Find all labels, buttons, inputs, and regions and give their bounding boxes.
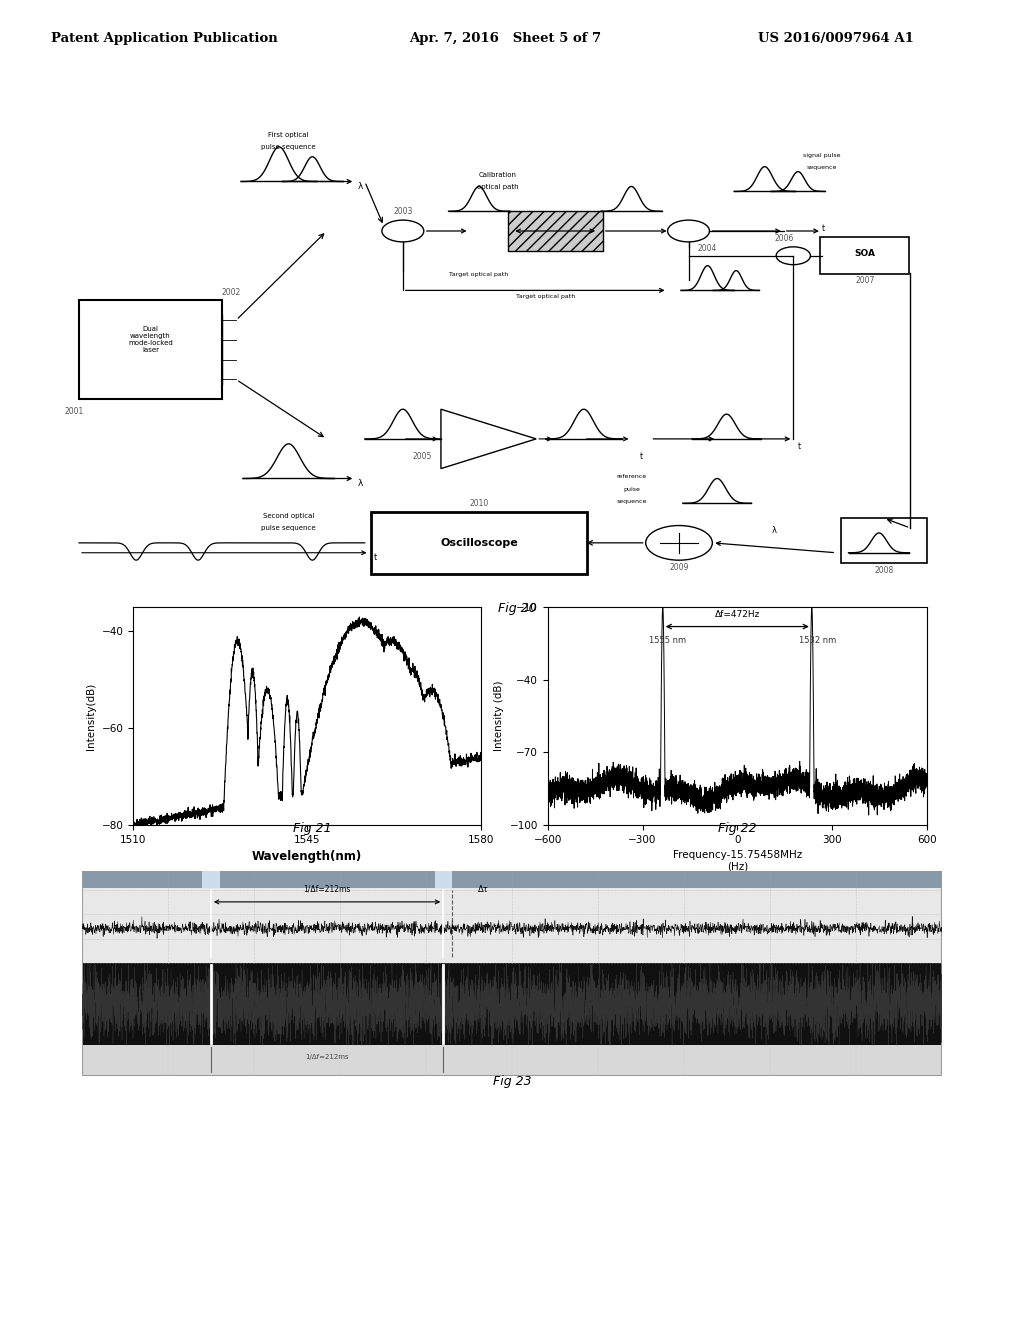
- Text: Fig 21: Fig 21: [293, 821, 332, 834]
- Text: Calibration: Calibration: [479, 172, 517, 178]
- Text: Δf=472Hz: Δf=472Hz: [715, 610, 760, 619]
- Text: Oscilloscope: Oscilloscope: [440, 537, 518, 548]
- Text: Fig 23: Fig 23: [493, 1074, 531, 1088]
- Text: sequence: sequence: [616, 499, 646, 504]
- X-axis label: Wavelength(nm): Wavelength(nm): [252, 850, 362, 863]
- Text: Target optical path: Target optical path: [450, 272, 509, 277]
- Bar: [79, 300, 222, 399]
- Text: sequence: sequence: [807, 165, 837, 170]
- Bar: [508, 211, 603, 251]
- Text: 2003: 2003: [393, 207, 413, 215]
- Text: λ: λ: [357, 182, 362, 191]
- Y-axis label: Intensity (dB): Intensity (dB): [495, 681, 504, 751]
- Text: 2007: 2007: [855, 276, 874, 285]
- Text: optical path: optical path: [477, 183, 519, 190]
- Text: Δτ: Δτ: [477, 884, 488, 894]
- Text: Fig 20: Fig 20: [498, 602, 537, 615]
- Text: signal pulse: signal pulse: [803, 153, 841, 158]
- FancyBboxPatch shape: [372, 512, 587, 574]
- Text: US 2016/0097964 A1: US 2016/0097964 A1: [758, 32, 913, 45]
- Text: 2009: 2009: [670, 564, 689, 572]
- FancyBboxPatch shape: [820, 238, 909, 275]
- Text: Apr. 7, 2016   Sheet 5 of 7: Apr. 7, 2016 Sheet 5 of 7: [410, 32, 602, 45]
- Text: 2004: 2004: [698, 244, 717, 253]
- Text: t: t: [375, 553, 378, 562]
- Text: λ: λ: [772, 525, 777, 535]
- Text: 1/Δf=212ms: 1/Δf=212ms: [305, 1055, 349, 1060]
- Text: Fig 22: Fig 22: [718, 821, 757, 834]
- Text: pulse: pulse: [623, 487, 640, 492]
- Text: 1555 nm: 1555 nm: [649, 636, 686, 645]
- Text: 2002: 2002: [222, 288, 241, 297]
- Text: pulse sequence: pulse sequence: [261, 525, 315, 532]
- Text: Patent Application Publication: Patent Application Publication: [51, 32, 278, 45]
- Bar: [82, 871, 942, 964]
- Text: 2010: 2010: [469, 499, 488, 508]
- Text: First optical: First optical: [268, 132, 309, 139]
- Text: λ: λ: [357, 479, 362, 488]
- Bar: [82, 964, 942, 1045]
- Text: t: t: [822, 224, 825, 234]
- Text: Dual
wavelength
mode-locked
laser: Dual wavelength mode-locked laser: [128, 326, 173, 354]
- Text: 2001: 2001: [65, 407, 84, 416]
- Text: 1532 nm: 1532 nm: [799, 636, 837, 645]
- Text: Target optical path: Target optical path: [516, 294, 575, 298]
- Bar: [82, 1045, 942, 1076]
- Text: t: t: [639, 451, 642, 461]
- X-axis label: Frequency-15.75458MHz
(Hz): Frequency-15.75458MHz (Hz): [673, 850, 802, 873]
- Bar: [82, 871, 942, 887]
- Bar: [434, 871, 452, 887]
- Y-axis label: Intensity(dB): Intensity(dB): [86, 682, 96, 750]
- Bar: [203, 871, 219, 887]
- Text: 2005: 2005: [413, 451, 431, 461]
- Text: pulse sequence: pulse sequence: [261, 144, 315, 150]
- Text: t: t: [798, 442, 801, 451]
- Text: reference: reference: [616, 474, 646, 479]
- Bar: [841, 517, 927, 562]
- Text: 1/Δf=212ms: 1/Δf=212ms: [303, 884, 351, 894]
- Text: 2006: 2006: [774, 234, 794, 243]
- Text: 2008: 2008: [874, 565, 893, 574]
- Text: SOA: SOA: [854, 248, 876, 257]
- Text: Second optical: Second optical: [263, 513, 314, 519]
